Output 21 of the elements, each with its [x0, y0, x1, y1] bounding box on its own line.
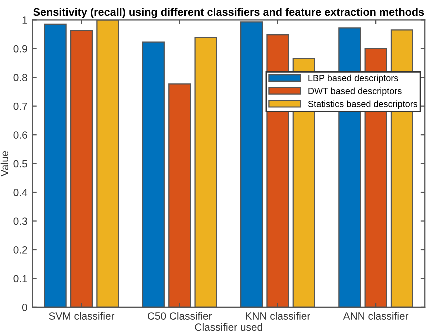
chart-title: Sensitivity (recall) using different classifiers and feature extraction methods [34, 8, 424, 18]
x-tick-label: C50 Classifier [148, 312, 212, 320]
y-tick-label: 0.7 [14, 102, 28, 110]
x-tick-label: ANN classifier [343, 312, 409, 320]
y-tick-label: 1 [22, 16, 28, 24]
y-tick-label: 0.1 [14, 275, 28, 283]
y-tick-label: 0.9 [14, 45, 28, 53]
y-tick-label: 0.2 [14, 246, 28, 254]
legend-label: DWT based descriptors [308, 88, 402, 96]
legend-label: LBP based descriptors [308, 74, 398, 84]
y-tick-label: 0.3 [14, 218, 28, 226]
y-tick-label: 0.5 [14, 160, 28, 168]
x-axis-title: Classifier used [195, 323, 262, 332]
x-tick-label: KNN classifier [246, 312, 310, 320]
y-axis-title: Value [0, 151, 9, 177]
y-tick-label: 0.4 [14, 189, 28, 196]
legend-label: Statistics based descriptors [308, 100, 418, 110]
x-tick-label: SVM classifier [49, 312, 115, 320]
y-tick-label: 0 [22, 304, 28, 312]
y-tick-label: 0.8 [14, 74, 28, 82]
y-tick-label: 0.6 [14, 132, 28, 139]
